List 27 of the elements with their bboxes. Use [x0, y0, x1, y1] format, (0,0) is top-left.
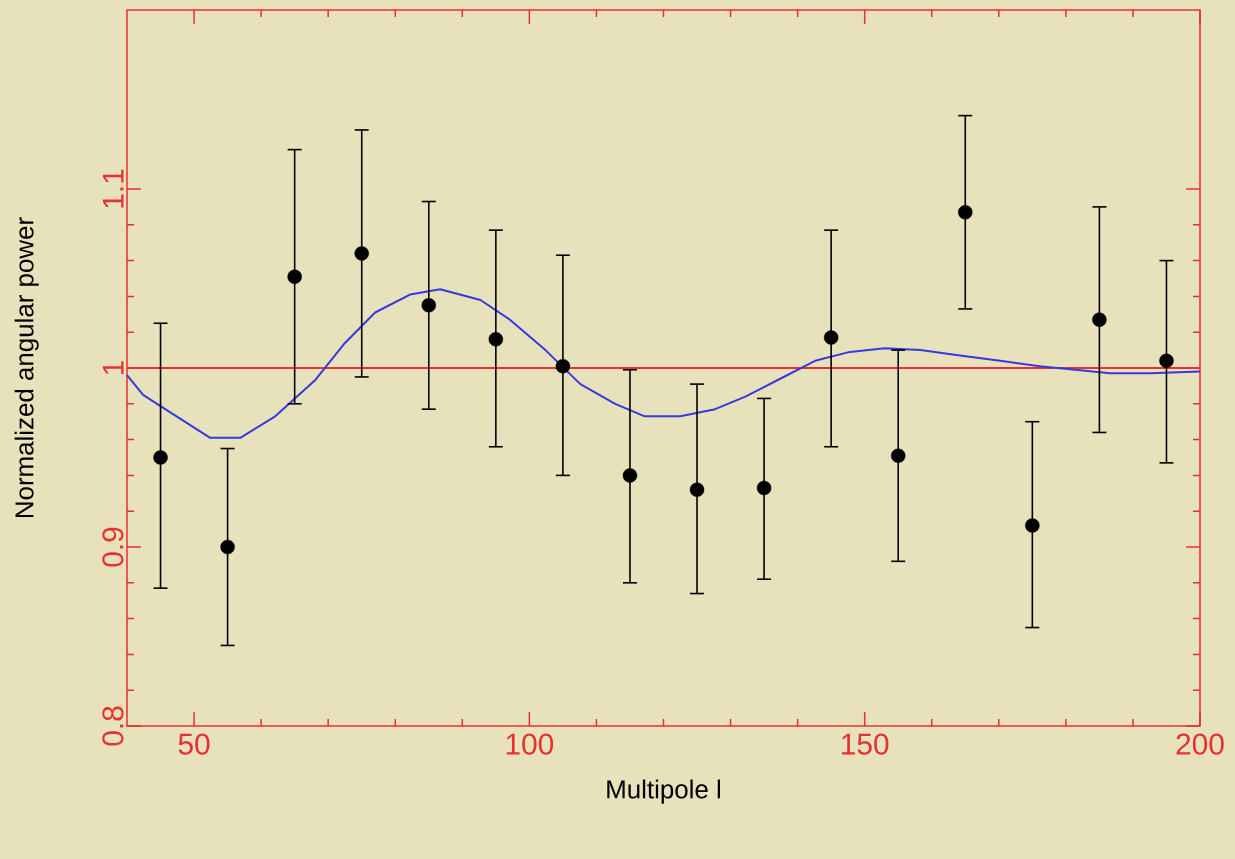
x-tick-label: 200	[1176, 733, 1224, 755]
y-axis-title: Normalized angular power	[14, 217, 39, 518]
point	[488, 332, 504, 347]
y-tick-label: 1	[102, 361, 124, 375]
y-tick-label: 1.1	[102, 169, 124, 208]
point	[354, 246, 369, 261]
x-tick-label: 150	[842, 733, 889, 755]
point	[1159, 353, 1174, 369]
y-tick-label: 0.9	[102, 527, 124, 567]
point	[891, 448, 906, 463]
point	[689, 482, 705, 497]
x-axis-title: Multipole l	[607, 779, 721, 804]
point	[958, 205, 973, 220]
point	[153, 450, 168, 465]
point	[421, 298, 436, 313]
x-tick-label: 100	[506, 733, 554, 755]
point	[622, 468, 638, 483]
point	[555, 359, 571, 374]
line-series	[126, 288, 1201, 439]
y-tick-label: 0.8	[102, 706, 124, 746]
x-tick-label: 50	[178, 733, 210, 755]
point	[756, 480, 772, 496]
point	[1092, 312, 1107, 327]
point	[287, 269, 302, 284]
point	[220, 539, 235, 555]
point	[1025, 518, 1040, 533]
point	[823, 330, 839, 345]
